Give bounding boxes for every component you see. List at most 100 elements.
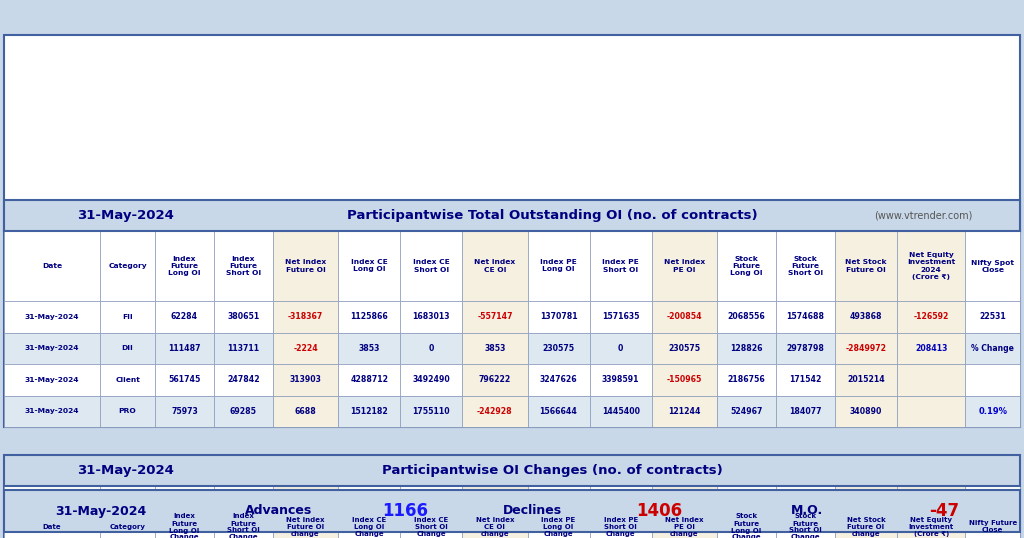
Bar — [400, 486, 462, 538]
Bar — [966, 364, 1020, 395]
Text: 0: 0 — [618, 344, 624, 353]
Bar — [776, 301, 835, 332]
Text: Net Index
Future OI
change: Net Index Future OI change — [287, 517, 325, 537]
Text: Index CE
Short OI
Change: Index CE Short OI Change — [414, 517, 449, 537]
Text: 3247626: 3247626 — [540, 375, 578, 384]
Bar — [590, 301, 651, 332]
Bar — [776, 486, 835, 538]
Text: Index
Future
Long OI
Change: Index Future Long OI Change — [169, 513, 200, 538]
Text: 31-May-2024: 31-May-2024 — [78, 209, 174, 222]
Bar — [590, 395, 651, 427]
Text: 247842: 247842 — [227, 375, 260, 384]
Bar — [100, 231, 155, 301]
Bar — [400, 395, 462, 427]
Bar — [651, 332, 717, 364]
Text: -242928: -242928 — [477, 407, 513, 416]
Text: 3853: 3853 — [358, 344, 380, 353]
Text: Net Index
PE OI: Net Index PE OI — [664, 259, 705, 273]
Text: 1683013: 1683013 — [413, 312, 450, 321]
Bar — [4, 364, 100, 395]
Text: 31-May-2024: 31-May-2024 — [55, 505, 146, 518]
Bar — [651, 231, 717, 301]
Bar — [897, 364, 966, 395]
Bar — [4, 486, 1020, 538]
Text: 2978798: 2978798 — [786, 344, 824, 353]
Text: 493868: 493868 — [850, 312, 883, 321]
Text: Nifty Spot
Close: Nifty Spot Close — [971, 259, 1014, 273]
Bar — [835, 231, 897, 301]
Bar — [273, 395, 338, 427]
Text: 0: 0 — [429, 344, 434, 353]
Text: 2186756: 2186756 — [728, 375, 765, 384]
Text: 69285: 69285 — [230, 407, 257, 416]
Bar — [462, 364, 527, 395]
Bar — [155, 486, 214, 538]
Bar — [966, 395, 1020, 427]
Text: M.O.: M.O. — [791, 505, 822, 518]
Text: Participantwise Total Outstanding OI (no. of contracts): Participantwise Total Outstanding OI (no… — [347, 209, 758, 222]
Bar — [155, 364, 214, 395]
Text: -318367: -318367 — [288, 312, 324, 321]
Bar — [4, 395, 100, 427]
Text: 6688: 6688 — [295, 407, 316, 416]
Bar — [4, 231, 100, 301]
Text: 1125866: 1125866 — [350, 312, 388, 321]
Bar — [897, 301, 966, 332]
Text: 1571635: 1571635 — [602, 312, 639, 321]
Text: 184077: 184077 — [790, 407, 821, 416]
Bar — [776, 332, 835, 364]
Text: 1445400: 1445400 — [602, 407, 640, 416]
Text: Stock
Future
Long OI
Change: Stock Future Long OI Change — [731, 513, 762, 538]
Bar — [462, 332, 527, 364]
Text: 1512182: 1512182 — [350, 407, 388, 416]
Bar — [214, 364, 273, 395]
Text: 62284: 62284 — [171, 312, 198, 321]
Bar — [651, 395, 717, 427]
Bar — [338, 231, 400, 301]
Text: Index CE
Long OI: Index CE Long OI — [351, 259, 387, 273]
Text: 31-May-2024: 31-May-2024 — [25, 377, 80, 383]
Text: 380651: 380651 — [227, 312, 259, 321]
Bar — [717, 301, 776, 332]
Bar — [835, 486, 897, 538]
Text: Net Equity
Investment
2024
(Crore ₹): Net Equity Investment 2024 (Crore ₹) — [907, 252, 955, 280]
Text: Net Index
CE OI: Net Index CE OI — [474, 259, 515, 273]
Bar — [4, 200, 1020, 231]
Bar — [338, 301, 400, 332]
Text: 0.19%: 0.19% — [978, 407, 1008, 416]
Text: 1406: 1406 — [636, 502, 682, 520]
Bar — [527, 332, 590, 364]
Bar — [897, 486, 966, 538]
Bar — [527, 231, 590, 301]
Bar — [717, 231, 776, 301]
Text: 31-May-2024: 31-May-2024 — [25, 314, 80, 320]
Bar — [273, 364, 338, 395]
Text: 340890: 340890 — [850, 407, 882, 416]
Text: 31-May-2024: 31-May-2024 — [25, 408, 80, 414]
Text: Net Index
CE OI
change: Net Index CE OI change — [476, 517, 514, 537]
Bar — [155, 301, 214, 332]
Bar — [717, 364, 776, 395]
Bar — [462, 231, 527, 301]
Text: 1574688: 1574688 — [786, 312, 824, 321]
Bar — [4, 490, 1020, 532]
Bar — [717, 332, 776, 364]
Text: Participantwise OI Changes (no. of contracts): Participantwise OI Changes (no. of contr… — [382, 464, 723, 477]
Text: Index PE
Short OI: Index PE Short OI — [602, 259, 639, 273]
Bar — [400, 301, 462, 332]
Text: 171542: 171542 — [790, 375, 821, 384]
Bar — [4, 486, 100, 538]
Bar — [590, 332, 651, 364]
Text: 208413: 208413 — [915, 344, 947, 353]
Text: 75973: 75973 — [171, 407, 198, 416]
Bar — [214, 332, 273, 364]
Text: FII: FII — [122, 314, 133, 320]
Bar — [966, 332, 1020, 364]
Bar — [338, 395, 400, 427]
Text: 2015214: 2015214 — [847, 375, 885, 384]
Text: Advances: Advances — [245, 505, 312, 518]
Bar — [100, 486, 155, 538]
Bar — [338, 486, 400, 538]
Text: Stock
Future
Short OI
Change: Stock Future Short OI Change — [790, 513, 822, 538]
Text: Category: Category — [109, 263, 146, 269]
